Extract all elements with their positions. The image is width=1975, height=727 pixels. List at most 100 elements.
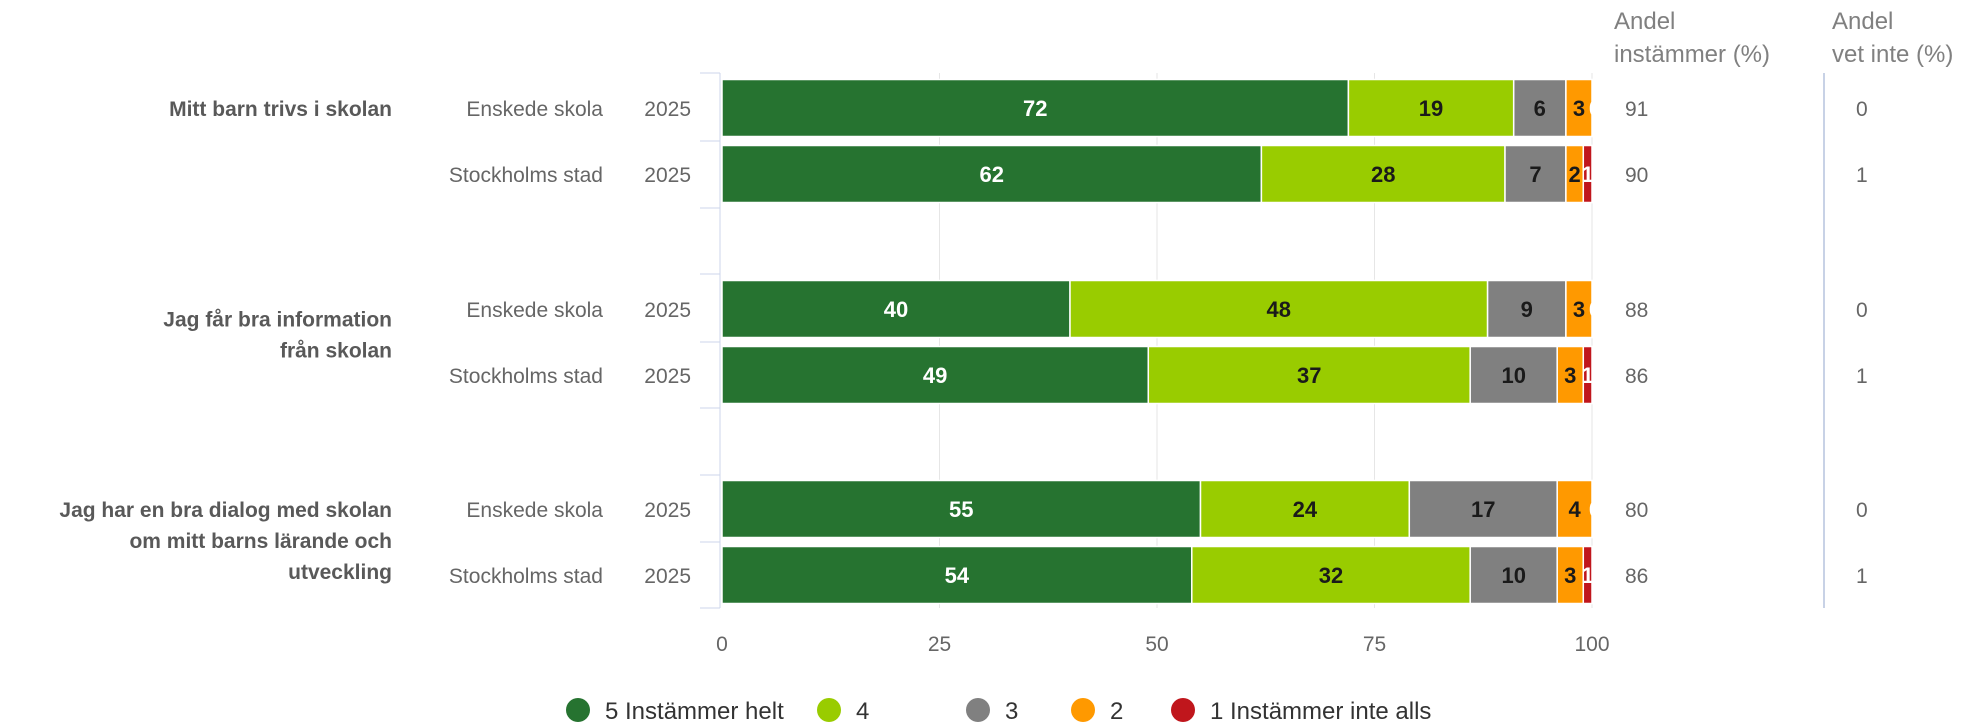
- legend-item-label[interactable]: 5 Instämmer helt: [605, 698, 784, 725]
- data-label: 48: [1267, 297, 1291, 322]
- legend-item-label[interactable]: 1 Instämmer inte alls: [1210, 698, 1431, 725]
- bar-segment: [1069, 279, 1489, 339]
- unit-label: Stockholms stad: [449, 365, 603, 388]
- bar-segment: [1582, 144, 1593, 204]
- data-label: 32: [1319, 563, 1343, 588]
- data-label: 3: [1564, 363, 1576, 388]
- andel-instammer-header: instämmer (%): [1614, 41, 1770, 68]
- bar-segment: [1556, 479, 1593, 539]
- unit-label: Stockholms stad: [449, 164, 603, 187]
- x-tick-label: 75: [1363, 633, 1386, 656]
- x-tick-label: 100: [1574, 633, 1609, 656]
- bar-segment: [1565, 78, 1593, 138]
- andel-vet-inte-value: 0: [1856, 299, 1868, 322]
- data-label: 28: [1371, 162, 1395, 187]
- andel-vet-inte-header: Andel: [1832, 8, 1893, 35]
- x-tick-label: 0: [716, 633, 728, 656]
- data-label: 0: [1589, 96, 1601, 121]
- question-label: om mitt barns lärande och: [129, 530, 392, 553]
- data-label: 7: [1529, 162, 1541, 187]
- question-label: utveckling: [288, 561, 392, 584]
- unit-label: Stockholms stad: [449, 565, 603, 588]
- year-label: 2025: [644, 499, 691, 522]
- bar-segment: [721, 144, 1263, 204]
- data-label: 62: [979, 162, 1003, 187]
- row-labels: Enskede skola 2025 Stockholms stad 2025 Mitt…: [59, 98, 691, 588]
- bars: 72 19 6 3 062 28 7 2 140 48 9 3 049 37 10 3 155 24 17 4 054 3…: [721, 78, 1601, 605]
- bar-segment: [1199, 479, 1411, 539]
- andel-instammer-value: 88: [1625, 299, 1648, 322]
- year-label: 2025: [644, 365, 691, 388]
- bar-segment: [1260, 144, 1506, 204]
- data-label: 10: [1501, 363, 1525, 388]
- x-tick-label: 25: [928, 633, 951, 656]
- andel-instammer-header: Andel: [1614, 8, 1675, 35]
- x-tick-label: 50: [1145, 633, 1168, 656]
- data-label: 1: [1582, 363, 1594, 388]
- year-label: 2025: [644, 98, 691, 121]
- data-label: 1: [1582, 563, 1594, 588]
- andel-vet-inte-value: 1: [1856, 365, 1868, 388]
- andel-instammer-value: 86: [1625, 565, 1648, 588]
- year-label: 2025: [644, 299, 691, 322]
- data-label: 49: [923, 363, 947, 388]
- data-label: 10: [1501, 563, 1525, 588]
- legend: 5 Instämmer helt 4 3 2 1 Instämmer inte alls: [566, 698, 1431, 725]
- data-label: 55: [949, 497, 973, 522]
- data-label: 4: [1568, 497, 1581, 522]
- legend-marker: [1171, 698, 1195, 722]
- legend-item-label[interactable]: 3: [1005, 698, 1018, 725]
- side-table: 91 0 90 1 88 0 86 1 80 0 86 1 Andel instämmer (%) Ande…: [1614, 8, 1953, 608]
- data-label: 2: [1568, 162, 1580, 187]
- andel-instammer-value: 90: [1625, 164, 1648, 187]
- unit-label: Enskede skola: [466, 98, 603, 121]
- legend-item-label[interactable]: 2: [1110, 698, 1123, 725]
- bar-segment: [1565, 279, 1593, 339]
- data-label: 24: [1293, 497, 1318, 522]
- bar-segment: [721, 479, 1202, 539]
- axes: 0 25 50 75 100: [700, 72, 1610, 656]
- andel-vet-inte-header: vet inte (%): [1832, 41, 1953, 68]
- legend-item-label[interactable]: 4: [856, 698, 869, 725]
- bar-segment: [1512, 78, 1567, 138]
- bar-segment: [1147, 345, 1471, 405]
- data-label: 72: [1023, 96, 1047, 121]
- data-label: 17: [1471, 497, 1495, 522]
- data-label: 40: [884, 297, 908, 322]
- data-label: 54: [945, 563, 970, 588]
- question-label: Mitt barn trivs i skolan: [169, 98, 392, 121]
- data-label: 3: [1573, 297, 1585, 322]
- legend-marker: [1071, 698, 1095, 722]
- bar-segment: [1556, 545, 1585, 605]
- data-label: 0: [1589, 297, 1601, 322]
- andel-vet-inte-value: 0: [1856, 499, 1868, 522]
- legend-marker: [817, 698, 841, 722]
- unit-label: Enskede skola: [466, 499, 603, 522]
- data-label: 37: [1297, 363, 1321, 388]
- data-label: 19: [1419, 96, 1443, 121]
- data-label: 0: [1589, 497, 1601, 522]
- bar-segment: [1582, 345, 1593, 405]
- data-label: 6: [1534, 96, 1546, 121]
- year-label: 2025: [644, 164, 691, 187]
- andel-vet-inte-value: 1: [1856, 565, 1868, 588]
- data-label: 3: [1573, 96, 1585, 121]
- legend-marker: [966, 698, 990, 722]
- data-label: 1: [1582, 162, 1594, 187]
- question-label: Jag får bra information: [163, 309, 392, 332]
- andel-vet-inte-value: 1: [1856, 164, 1868, 187]
- question-label: från skolan: [280, 340, 392, 363]
- bar-segment: [721, 279, 1071, 339]
- bar-segment: [1582, 545, 1593, 605]
- data-label: 3: [1564, 563, 1576, 588]
- year-label: 2025: [644, 565, 691, 588]
- andel-instammer-value: 86: [1625, 365, 1648, 388]
- andel-vet-inte-value: 0: [1856, 98, 1868, 121]
- bar-segment: [721, 545, 1193, 605]
- bar-segment: [1469, 545, 1558, 605]
- question-label: Jag har en bra dialog med skolan: [59, 499, 392, 522]
- unit-label: Enskede skola: [466, 299, 603, 322]
- bar-segment: [1191, 545, 1471, 605]
- bar-segment: [1469, 345, 1558, 405]
